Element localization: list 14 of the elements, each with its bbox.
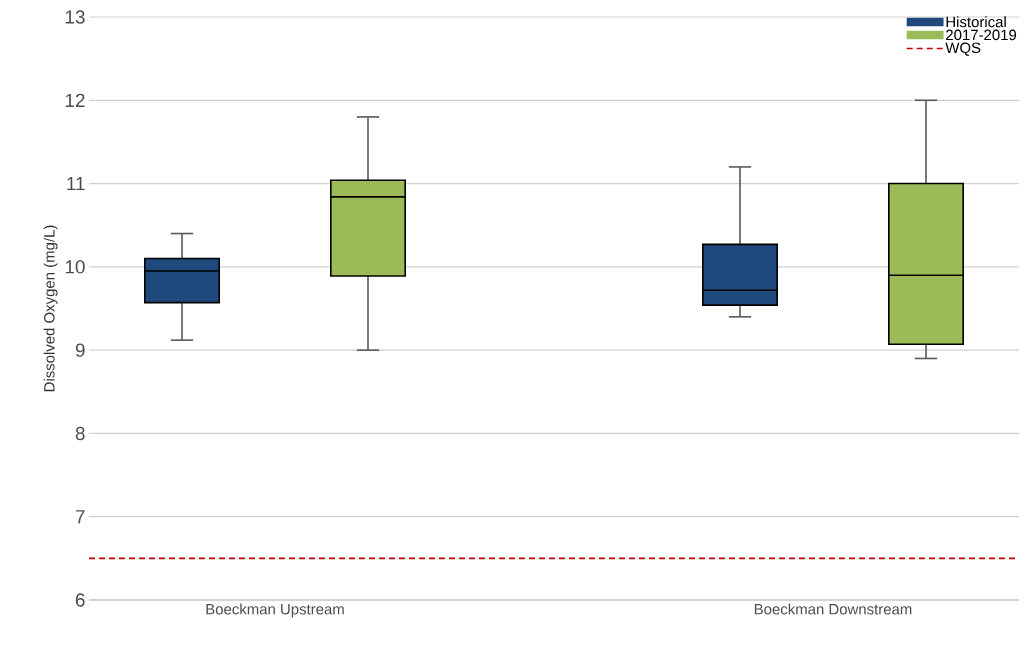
y-tick-label: 7	[75, 510, 85, 524]
y-tick-label: 12	[65, 93, 85, 107]
legend-label: 2017-2019	[946, 29, 1017, 41]
y-tick-label: 6	[75, 593, 85, 607]
y-tick-label: 10	[65, 260, 85, 274]
y-tick-label: 13	[65, 10, 85, 24]
legend-label: Historical	[946, 16, 1006, 28]
y-axis-title: Dissolved Oxygen (mg/L)	[43, 225, 58, 392]
y-tick-label: 11	[67, 177, 85, 191]
legend-label: WQS	[945, 42, 981, 56]
y-tick-label: 9	[75, 343, 85, 357]
x-tick-label: Boeckman Downstream	[754, 603, 912, 615]
x-tick-label: Boeckman Upstream	[206, 603, 344, 618]
y-tick-label: 8	[75, 426, 85, 441]
